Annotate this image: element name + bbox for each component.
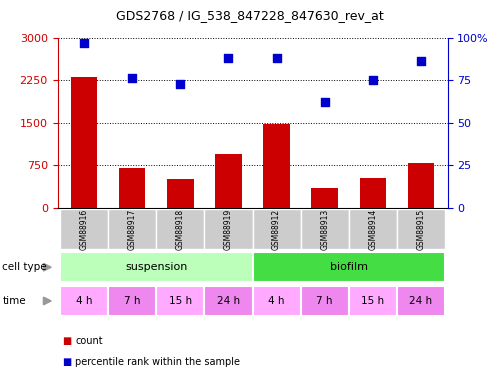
Bar xyxy=(349,209,397,249)
Text: 24 h: 24 h xyxy=(410,296,432,306)
Bar xyxy=(156,286,204,316)
Text: GSM88913: GSM88913 xyxy=(320,209,329,250)
Text: cell type: cell type xyxy=(2,262,47,272)
Text: GSM88915: GSM88915 xyxy=(416,209,426,250)
Text: ■: ■ xyxy=(62,357,72,367)
Point xyxy=(417,58,425,64)
Text: 4 h: 4 h xyxy=(268,296,285,306)
Bar xyxy=(312,188,338,208)
Text: GSM88912: GSM88912 xyxy=(272,209,281,250)
Bar xyxy=(397,286,445,316)
Text: 24 h: 24 h xyxy=(217,296,240,306)
Bar xyxy=(60,286,108,316)
Point xyxy=(128,75,136,81)
Text: 7 h: 7 h xyxy=(316,296,333,306)
Bar xyxy=(300,286,349,316)
Text: GSM88916: GSM88916 xyxy=(80,209,88,250)
Text: GSM88917: GSM88917 xyxy=(128,209,136,250)
Bar xyxy=(119,168,146,208)
Point xyxy=(272,55,280,61)
Bar xyxy=(204,209,252,249)
Point xyxy=(369,77,377,83)
Text: biofilm: biofilm xyxy=(330,262,368,272)
Text: GDS2768 / IG_538_847228_847630_rev_at: GDS2768 / IG_538_847228_847630_rev_at xyxy=(116,9,384,22)
Bar xyxy=(60,252,252,282)
Text: suspension: suspension xyxy=(125,262,188,272)
Text: percentile rank within the sample: percentile rank within the sample xyxy=(75,357,240,367)
Bar xyxy=(108,286,156,316)
Text: 7 h: 7 h xyxy=(124,296,140,306)
Bar xyxy=(360,178,386,208)
Text: GSM88919: GSM88919 xyxy=(224,209,233,250)
Bar xyxy=(70,77,97,208)
Bar xyxy=(300,209,349,249)
Bar xyxy=(60,209,108,249)
Point xyxy=(80,40,88,46)
Bar xyxy=(252,209,300,249)
Bar xyxy=(252,252,445,282)
Text: ■: ■ xyxy=(62,336,72,346)
Text: 4 h: 4 h xyxy=(76,296,92,306)
Text: 15 h: 15 h xyxy=(168,296,192,306)
Text: count: count xyxy=(75,336,102,346)
Bar xyxy=(204,286,252,316)
Bar xyxy=(215,154,242,208)
Bar xyxy=(264,124,290,208)
Point xyxy=(320,99,328,105)
Text: 15 h: 15 h xyxy=(362,296,384,306)
Bar xyxy=(252,286,300,316)
Bar xyxy=(108,209,156,249)
Bar xyxy=(397,209,445,249)
Bar xyxy=(156,209,204,249)
Text: GSM88914: GSM88914 xyxy=(368,209,378,250)
Text: GSM88918: GSM88918 xyxy=(176,209,185,250)
Bar xyxy=(408,163,434,208)
Bar xyxy=(349,286,397,316)
Point xyxy=(224,55,232,61)
Bar xyxy=(167,178,194,208)
Text: time: time xyxy=(2,296,26,306)
Point xyxy=(176,81,184,87)
